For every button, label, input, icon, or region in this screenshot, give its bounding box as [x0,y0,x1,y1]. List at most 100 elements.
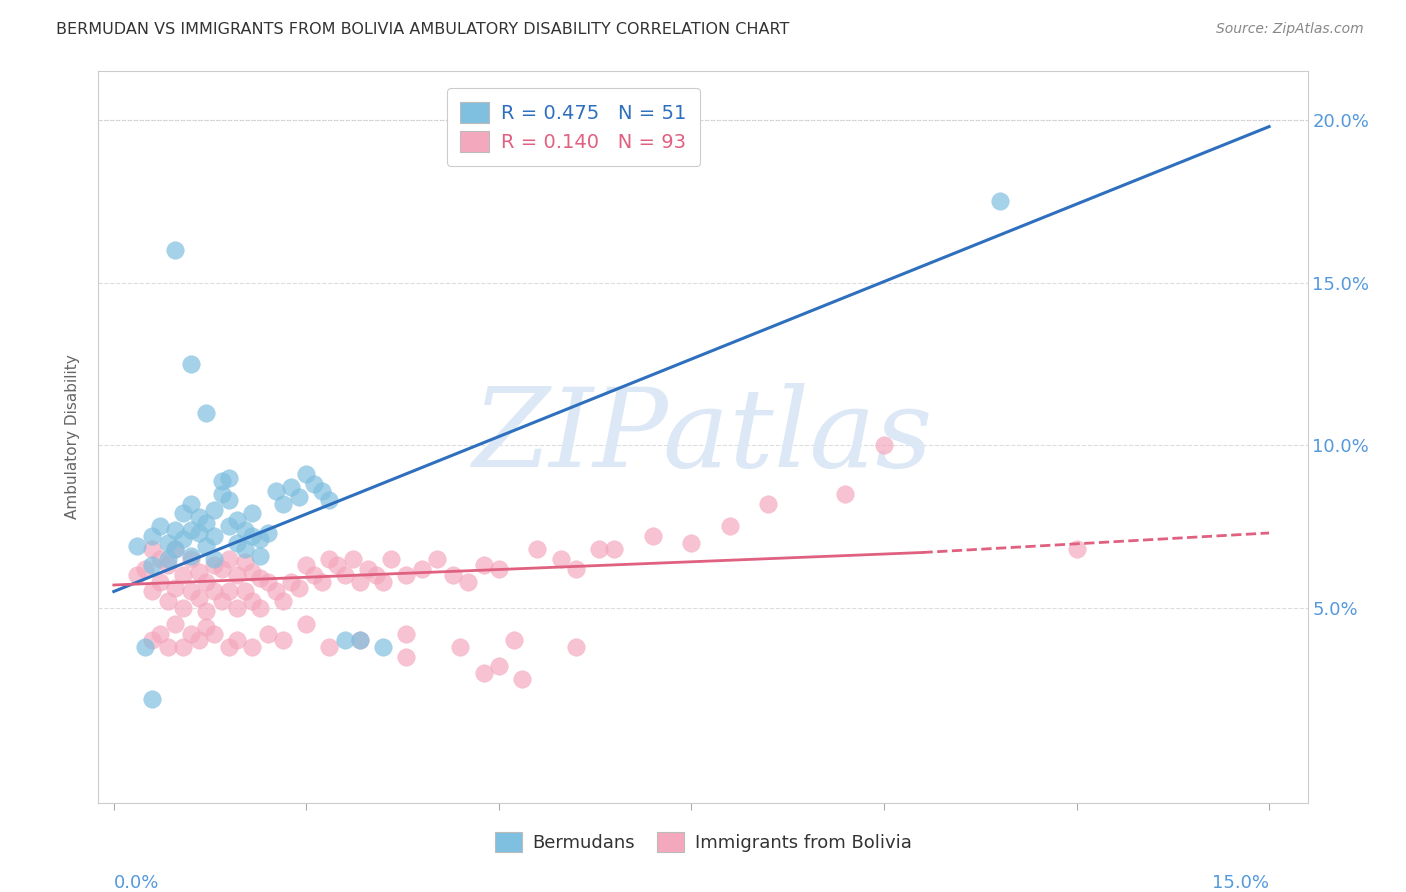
Point [141,529,163,543]
Point [988,194,1011,209]
Point [149,552,172,566]
Point [271,497,294,511]
Point [226,535,249,549]
Point [172,533,194,547]
Point [180,552,202,566]
Point [318,552,340,566]
Point [195,604,218,618]
Point [156,558,179,573]
Text: ZIPatlas: ZIPatlas [472,384,934,491]
Point [257,574,280,589]
Point [195,620,218,634]
Point [141,691,163,706]
Point [180,584,202,599]
Point [218,640,240,654]
Point [565,562,588,576]
Point [1066,542,1088,557]
Point [180,626,202,640]
Point [141,558,163,573]
Point [257,526,280,541]
Point [180,357,202,371]
Point [156,594,179,608]
Point [342,552,364,566]
Point [156,552,179,566]
Point [472,558,495,573]
Point [333,633,356,648]
Point [149,519,172,533]
Point [565,640,588,654]
Point [180,497,202,511]
Point [187,526,209,541]
Point [125,568,148,582]
Legend: Bermudans, Immigrants from Bolivia: Bermudans, Immigrants from Bolivia [488,825,918,860]
Point [249,549,271,563]
Point [411,562,433,576]
Point [280,480,302,494]
Point [349,633,371,648]
Point [526,542,548,557]
Point [295,467,318,482]
Point [156,535,179,549]
Point [441,568,464,582]
Point [233,542,256,557]
Point [271,594,294,608]
Point [172,507,194,521]
Point [211,487,233,501]
Point [326,558,349,573]
Point [149,626,172,640]
Point [550,552,572,566]
Point [357,562,380,576]
Point [195,574,218,589]
Point [202,558,225,573]
Point [165,542,187,557]
Point [271,633,294,648]
Point [264,584,287,599]
Point [333,568,356,582]
Point [202,503,225,517]
Point [165,243,187,257]
Point [218,552,240,566]
Point [264,483,287,498]
Point [165,523,187,537]
Point [141,584,163,599]
Point [141,542,163,557]
Point [287,581,309,595]
Point [202,552,225,566]
Point [681,535,703,549]
Point [457,574,479,589]
Point [233,584,256,599]
Point [242,529,264,543]
Point [141,633,163,648]
Point [218,471,240,485]
Point [218,584,240,599]
Point [242,640,264,654]
Point [211,562,233,576]
Point [449,640,471,654]
Point [318,640,340,654]
Point [395,626,418,640]
Point [318,493,340,508]
Point [202,529,225,543]
Point [395,649,418,664]
Point [302,477,325,491]
Point [202,626,225,640]
Point [503,633,526,648]
Point [195,406,218,420]
Point [395,568,418,582]
Point [426,552,449,566]
Point [834,487,856,501]
Point [195,539,218,553]
Point [156,640,179,654]
Point [257,626,280,640]
Point [187,565,209,579]
Point [172,600,194,615]
Point [195,516,218,531]
Point [311,574,333,589]
Point [488,659,510,673]
Point [218,519,240,533]
Point [202,584,225,599]
Text: 0.0%: 0.0% [114,874,159,892]
Point [187,633,209,648]
Text: BERMUDAN VS IMMIGRANTS FROM BOLIVIA AMBULATORY DISABILITY CORRELATION CHART: BERMUDAN VS IMMIGRANTS FROM BOLIVIA AMBU… [56,22,790,37]
Point [380,552,402,566]
